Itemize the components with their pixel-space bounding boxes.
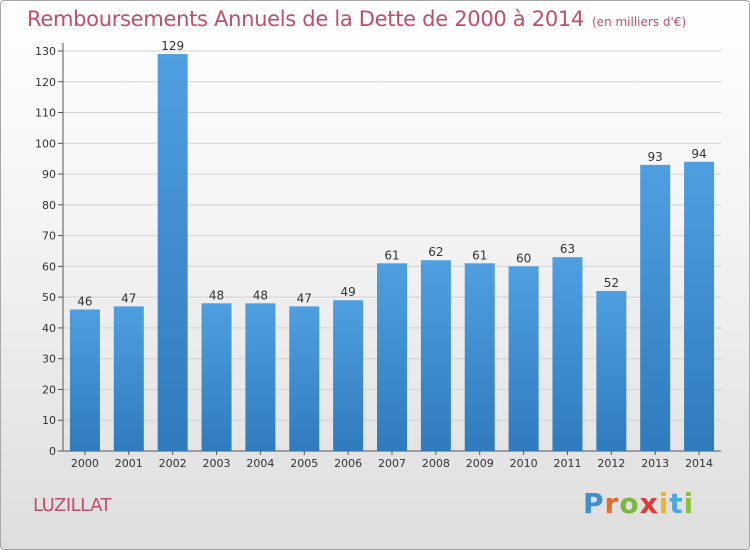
data-label: 48 [253,288,268,302]
data-label: 49 [340,285,355,299]
data-label: 48 [209,288,224,302]
bar-2002 [157,54,188,451]
data-label: 61 [472,248,487,262]
chart-title-block: Remboursements Annuels de la Dette de 20… [27,7,686,31]
y-tick-label: 20 [42,383,56,396]
data-label: 62 [428,245,443,259]
x-tick-label: 2010 [510,457,538,470]
x-tick-label: 2009 [466,457,494,470]
bar-2008 [420,260,451,451]
y-tick-label: 130 [35,45,56,58]
bar-2012 [596,291,627,451]
data-label: 93 [648,150,663,164]
bar-2014 [684,161,715,451]
data-label: 129 [161,39,184,53]
bar-2011 [552,257,583,451]
y-tick-label: 50 [42,291,56,304]
data-label: 47 [297,291,312,305]
x-tick-label: 2001 [115,457,143,470]
y-tick-label: 60 [42,260,56,273]
bar-2005 [289,306,320,451]
y-tick-label: 40 [42,322,56,335]
y-tick-label: 70 [42,230,56,243]
x-tick-label: 2007 [378,457,406,470]
chart-title: Remboursements Annuels de la Dette de 20… [27,7,584,31]
chart-unit-note: (en milliers d'€) [592,15,687,29]
commune-name: LUZILLAT [33,495,112,516]
bar-2001 [113,306,144,451]
x-tick-label: 2012 [597,457,625,470]
x-tick-label: 2004 [246,457,274,470]
x-tick-label: 2013 [641,457,669,470]
y-tick-label: 120 [35,76,56,89]
bar-2007 [377,263,407,451]
bar-2009 [464,263,495,451]
x-tick-label: 2014 [685,457,713,470]
x-tick-label: 2008 [422,457,450,470]
bar-2010 [508,266,539,451]
x-tick-label: 2000 [71,457,99,470]
data-label: 63 [560,242,575,256]
x-tick-label: 2006 [334,457,362,470]
data-label: 46 [77,294,92,308]
bar-2013 [640,164,671,451]
y-tick-label: 100 [35,137,56,150]
data-label: 94 [691,147,706,161]
bar-2004 [245,303,276,451]
y-tick-label: 0 [49,445,56,458]
data-label: 47 [121,291,136,305]
y-tick-label: 90 [42,168,56,181]
y-tick-label: 110 [35,107,56,120]
x-tick-label: 2003 [203,457,231,470]
x-tick-label: 2005 [290,457,318,470]
x-tick-label: 2011 [553,457,581,470]
data-label: 60 [516,251,531,265]
y-tick-label: 30 [42,353,56,366]
bar-2000 [69,309,100,451]
proxiti-logo: Proxiti [583,487,695,520]
data-label: 52 [604,276,619,290]
bar-2006 [333,300,364,451]
y-tick-label: 10 [42,414,56,427]
data-label: 61 [384,248,399,262]
x-tick-label: 2002 [159,457,187,470]
y-tick-label: 80 [42,199,56,212]
bar-2003 [201,303,232,451]
